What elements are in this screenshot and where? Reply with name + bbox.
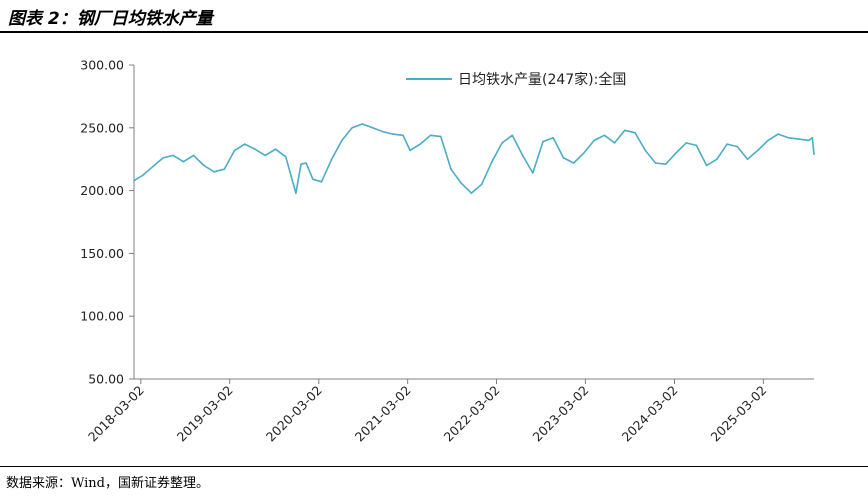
data-point (532, 172, 534, 174)
data-point (300, 163, 302, 165)
data-point (572, 162, 575, 164)
data-point (192, 154, 195, 157)
data-point (392, 133, 394, 135)
data-point (244, 143, 246, 145)
legend: 日均铁水产量(247家):全国 (406, 71, 626, 88)
x-tick-label: 2023-03-02 (530, 383, 592, 445)
data-point (361, 123, 364, 125)
data-point (402, 134, 404, 137)
data-point (351, 127, 353, 129)
data-point (726, 143, 728, 145)
y-tick-label: 250.00 (80, 120, 124, 135)
data-point (151, 165, 154, 168)
data-point (603, 134, 606, 137)
data-point (429, 134, 432, 137)
data-point (675, 152, 677, 154)
data-point (644, 149, 647, 152)
data-point (440, 135, 442, 138)
data-point (501, 142, 503, 144)
series-group (133, 123, 815, 194)
data-point (203, 164, 205, 167)
data-point (757, 149, 759, 152)
data-point (583, 152, 585, 154)
line-chart: 300.00 250.00 200.00 150.00 100.00 50.00 2018… (80, 58, 815, 445)
data-point (716, 158, 718, 160)
top-rule (0, 31, 868, 33)
data-point (777, 133, 779, 135)
data-point (562, 157, 565, 159)
x-tick-label: 2022-03-02 (441, 383, 503, 445)
data-point (511, 134, 514, 137)
data-point (330, 158, 333, 160)
legend-label: 日均铁水产量(247家):全国 (458, 71, 626, 88)
data-point (213, 171, 215, 173)
data-point (664, 163, 667, 165)
data-point (491, 160, 493, 163)
data-point (797, 138, 800, 140)
x-tick-label: 2021-03-02 (352, 383, 414, 445)
bottom-rule (0, 466, 868, 467)
data-point (613, 142, 616, 144)
data-point (470, 192, 473, 194)
data-point (295, 192, 297, 194)
x-tick-label: 2025-03-02 (707, 383, 769, 445)
data-point (409, 149, 411, 152)
y-tick-label: 200.00 (80, 183, 124, 198)
data-point (460, 182, 463, 184)
data-point (654, 162, 657, 164)
x-tick-label: 2020-03-02 (263, 383, 325, 445)
data-point (341, 139, 343, 142)
data-point (450, 168, 452, 170)
data-point (320, 181, 323, 183)
data-point (736, 145, 739, 148)
x-axis: 2018-03-02 2019-03-02 2020-03-02 2021-03-02… (85, 378, 814, 445)
data-point (808, 139, 810, 142)
data-point (233, 149, 236, 152)
data-point (811, 137, 814, 139)
data-point (787, 137, 790, 139)
source-note: 数据来源：Wind，国新证券整理。 (6, 476, 209, 491)
data-point (284, 155, 287, 158)
data-point (705, 164, 708, 167)
data-point (634, 132, 636, 134)
data-point (624, 129, 626, 132)
y-tick-label: 100.00 (80, 309, 124, 324)
data-point (695, 144, 698, 147)
x-tick-label: 2018-03-02 (85, 383, 147, 445)
figure-title: 图表 2：钢厂日均铁水产量 (8, 9, 213, 29)
data-point (593, 139, 595, 142)
data-point (382, 130, 384, 133)
data-point (746, 158, 749, 160)
y-tick-label: 50.00 (88, 372, 124, 387)
data-point (133, 179, 135, 182)
data-point (141, 174, 144, 177)
data-point (480, 183, 483, 186)
data-point (542, 140, 544, 143)
data-point (274, 148, 277, 150)
y-tick-label: 300.00 (80, 58, 124, 73)
x-tick-label: 2024-03-02 (619, 383, 681, 445)
y-tick-label: 150.00 (80, 246, 124, 261)
data-point (813, 153, 815, 155)
data-point (182, 160, 185, 163)
data-point (172, 154, 174, 157)
data-point (552, 137, 554, 139)
data-point (223, 168, 226, 170)
data-point (254, 148, 256, 150)
data-point (685, 142, 687, 144)
data-point (767, 139, 769, 142)
data-point (312, 178, 314, 181)
data-point (419, 143, 422, 145)
data-point (162, 157, 164, 159)
data-point (521, 154, 524, 157)
series-line (133, 123, 815, 194)
data-point (371, 127, 374, 129)
data-point (264, 154, 267, 157)
x-tick-label: 2019-03-02 (174, 383, 236, 445)
y-axis: 300.00 250.00 200.00 150.00 100.00 50.00 (80, 58, 135, 387)
data-point (305, 162, 307, 164)
